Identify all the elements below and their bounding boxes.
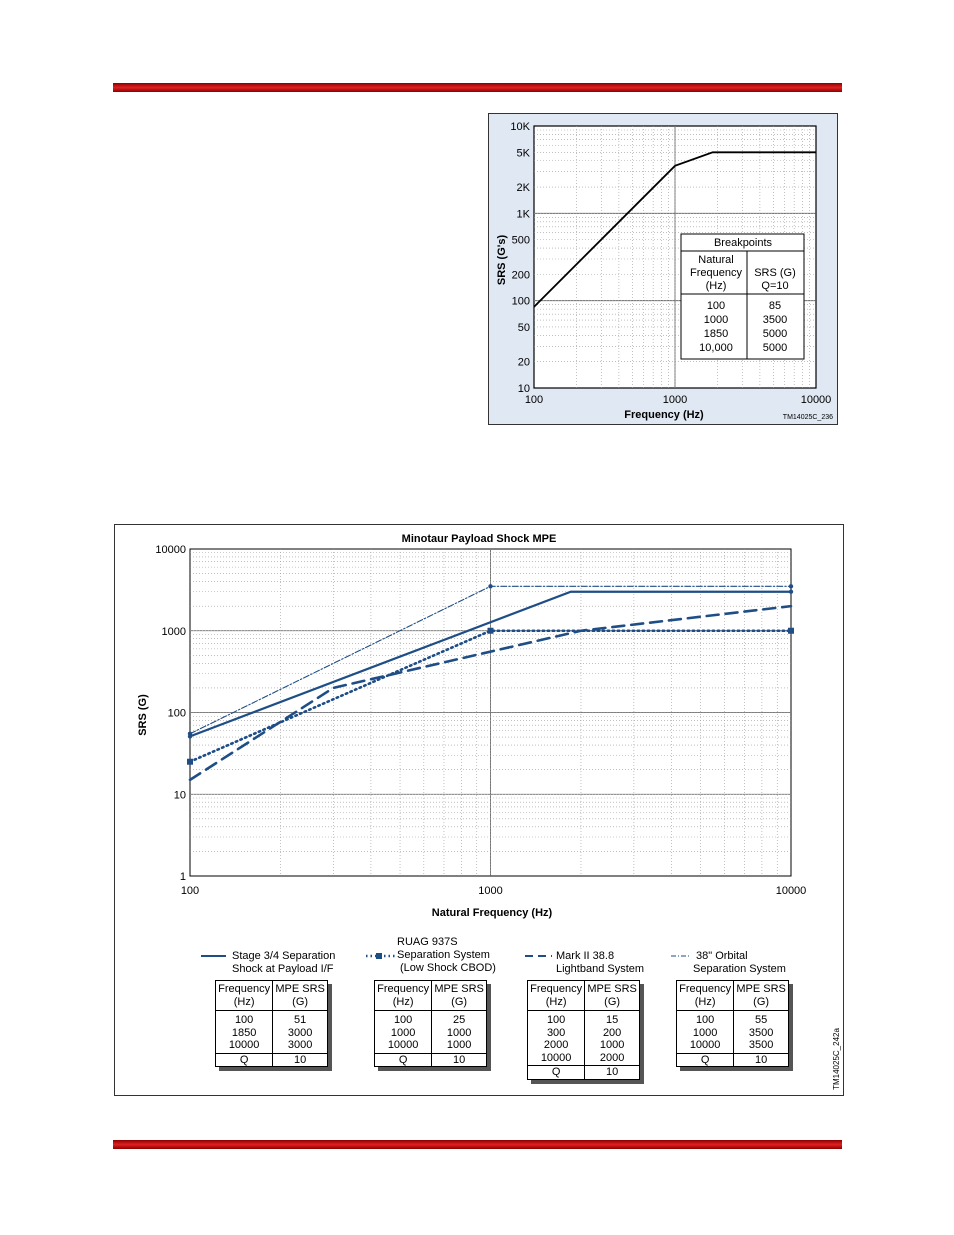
chart1-panel: 100 1000 10000 10 20 50 100 200 500 1K 2K 5K 10K Fre… xyxy=(488,113,838,425)
y-tick-label: 100 xyxy=(512,296,530,308)
bp-col1-h2: (Hz) xyxy=(706,280,727,292)
legend-table-stage34: Frequency (Hz) MPE SRS (G) 100 1850 10000 51… xyxy=(214,980,328,1067)
chart1-xlabel: Frequency (Hz) xyxy=(624,409,704,421)
x-tick-label: 100 xyxy=(181,885,199,897)
legend-samples xyxy=(201,953,690,959)
legend-title-ruag: RUAG 937S Separation System (Low Shock C… xyxy=(397,936,496,974)
bp-col1-h0: Natural xyxy=(698,254,733,266)
bp-col2-h0: SRS (G) xyxy=(754,267,796,279)
legend-title-stage34: Stage 3/4 Separation Shock at Payload I/… xyxy=(232,950,336,975)
chart1-figure-id: TM14025C_236 xyxy=(783,414,833,421)
y-tick-label: 100 xyxy=(168,708,186,720)
x-tick-label: 100 xyxy=(525,394,543,406)
series-point-dotted xyxy=(187,758,193,765)
x-tick-label: 1000 xyxy=(663,394,687,406)
y-tick-label: 1000 xyxy=(162,626,186,638)
bp-c1-r2: 1850 xyxy=(704,328,728,340)
series-line-dashed xyxy=(188,604,793,782)
chart1-ylabel: SRS (G's) xyxy=(496,235,508,286)
chart1-breakpoints-table: Breakpoints Natural Frequency (Hz) SRS (… xyxy=(680,233,805,360)
chart2-title: Minotaur Payload Shock MPE xyxy=(402,533,557,545)
bp-c1-r3: 10,000 xyxy=(699,342,733,354)
chart2-svg: Minotaur Payload Shock MPE 100 1000 10000 1… xyxy=(137,533,841,1090)
y-tick-label: 10 xyxy=(518,383,530,395)
bp-c2-r0: 85 xyxy=(769,300,781,312)
y-tick-label: 50 xyxy=(518,322,530,334)
y-tick-label: 5K xyxy=(517,147,531,159)
y-tick-label: 1 xyxy=(180,871,186,883)
chart2-panel: Minotaur Payload Shock MPE 100 1000 10000 1… xyxy=(114,524,844,1096)
series-point-dotted xyxy=(788,627,794,634)
bp-c1-r0: 100 xyxy=(707,300,725,312)
series-point-dotted xyxy=(487,627,494,634)
y-tick-label: 10K xyxy=(510,121,530,133)
legend-table-ruag: Frequency (Hz) MPE SRS (G) 100 1000 10000 25… xyxy=(373,980,487,1067)
bp-col2-h1: Q=10 xyxy=(761,280,788,292)
y-tick-label: 10000 xyxy=(155,544,186,556)
x-tick-label: 10000 xyxy=(776,885,807,897)
breakpoints-title: Breakpoints xyxy=(714,237,773,249)
bp-c2-r2: 5000 xyxy=(763,328,787,340)
series-point-dashdot xyxy=(788,584,794,589)
x-tick-label: 10000 xyxy=(801,394,832,406)
chart1-svg: 100 1000 10000 10 20 50 100 200 500 1K 2K 5K 10K Fre… xyxy=(496,121,833,421)
bp-col1-h1: Frequency xyxy=(690,267,742,279)
legend-table-orbital: Frequency (Hz) MPE SRS (G) 100 1000 10000 55… xyxy=(675,980,789,1067)
footer-bar xyxy=(113,1140,842,1149)
x-tick-label: 1000 xyxy=(478,885,502,897)
y-tick-label: 500 xyxy=(512,235,530,247)
header-bar xyxy=(113,83,842,92)
y-tick-label: 1K xyxy=(517,208,531,220)
bp-c1-r1: 1000 xyxy=(704,314,728,326)
legend-title-markii: Mark II 38.8 Lightband System xyxy=(556,950,645,975)
series-point-solid xyxy=(788,589,794,594)
y-tick-label: 2K xyxy=(517,182,531,194)
series-line-solid xyxy=(188,590,793,738)
y-tick-label: 20 xyxy=(518,357,530,369)
legend-sample-dotted-marker xyxy=(376,953,382,959)
y-tick-label: 200 xyxy=(512,269,530,281)
chart2-ylabel: SRS (G) xyxy=(137,694,149,736)
y-tick-label: 10 xyxy=(174,789,186,801)
chart1-series-line xyxy=(533,151,816,308)
bp-c2-r1: 3500 xyxy=(763,314,787,326)
series-point-dashdot xyxy=(488,584,493,589)
bp-c2-r3: 5000 xyxy=(763,342,787,354)
series-point-dashdot xyxy=(187,731,193,736)
legend-table-markii: Frequency (Hz) MPE SRS (G) 100 300 2000 10000… xyxy=(526,980,640,1080)
chart2-xlabel: Natural Frequency (Hz) xyxy=(432,907,553,919)
chart2-figure-id: TM14025C_242a xyxy=(832,1028,841,1090)
legend-title-orbital: 38" Orbital Separation System xyxy=(693,950,786,975)
